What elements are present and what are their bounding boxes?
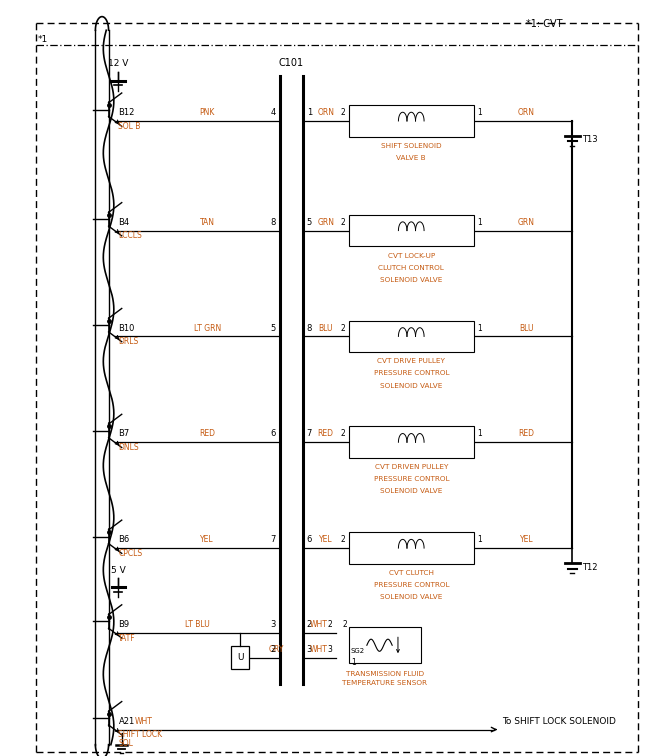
Text: YEL: YEL — [319, 535, 332, 544]
Text: GRN: GRN — [518, 218, 535, 227]
Text: 3: 3 — [328, 645, 332, 654]
Text: CLUTCH CONTROL: CLUTCH CONTROL — [378, 265, 444, 271]
Text: YEL: YEL — [201, 535, 214, 544]
Text: 12 V: 12 V — [109, 59, 128, 68]
Text: 1: 1 — [477, 429, 482, 438]
Text: 3: 3 — [307, 645, 312, 654]
Text: *1: CVT: *1: CVT — [526, 19, 563, 29]
Text: 2: 2 — [342, 620, 347, 629]
Bar — [349, 215, 474, 246]
Text: SOLENOID VALVE: SOLENOID VALVE — [380, 594, 442, 600]
Text: 5 V: 5 V — [111, 565, 126, 575]
Text: T13: T13 — [582, 135, 598, 144]
Text: WHT: WHT — [310, 645, 328, 654]
Text: 2: 2 — [341, 535, 345, 544]
Text: 1: 1 — [477, 108, 482, 117]
Text: WHT: WHT — [135, 717, 153, 726]
Text: *1: *1 — [38, 35, 48, 44]
Text: CVT LOCK-UP: CVT LOCK-UP — [388, 253, 435, 259]
Text: BLU: BLU — [519, 324, 534, 333]
Text: 7: 7 — [270, 535, 276, 544]
Text: SHIFT SOLENOID: SHIFT SOLENOID — [381, 143, 442, 149]
Text: RED: RED — [199, 429, 215, 438]
Text: 8: 8 — [270, 218, 276, 227]
Text: 1: 1 — [307, 108, 312, 117]
Text: 2: 2 — [270, 645, 276, 654]
Text: CVT CLUTCH: CVT CLUTCH — [389, 570, 434, 576]
Text: SG2: SG2 — [351, 648, 365, 654]
Text: 1: 1 — [477, 218, 482, 227]
Bar — [349, 627, 421, 664]
Text: SOLENOID VALVE: SOLENOID VALVE — [380, 488, 442, 494]
Text: T12: T12 — [582, 562, 598, 572]
Text: B6: B6 — [118, 535, 130, 544]
Text: DRLS: DRLS — [118, 337, 139, 346]
Text: 2: 2 — [341, 324, 345, 333]
Text: PRESSURE CONTROL: PRESSURE CONTROL — [374, 370, 449, 376]
Bar — [349, 532, 474, 564]
Text: VALVE B: VALVE B — [396, 155, 426, 161]
Bar — [349, 105, 474, 137]
Text: CVT DRIVE PULLEY: CVT DRIVE PULLEY — [377, 358, 445, 364]
Text: RED: RED — [318, 429, 334, 438]
Text: C101: C101 — [278, 58, 304, 68]
Text: GRY: GRY — [268, 645, 284, 654]
Text: ORN: ORN — [518, 108, 535, 117]
Text: 5: 5 — [307, 218, 312, 227]
Text: LT BLU: LT BLU — [185, 620, 210, 629]
Text: 7: 7 — [307, 429, 312, 438]
Text: 3: 3 — [270, 620, 276, 629]
Text: 6: 6 — [270, 429, 276, 438]
Text: TEMPERATURE SENSOR: TEMPERATURE SENSOR — [342, 680, 428, 686]
Text: CPCLS: CPCLS — [118, 549, 143, 558]
Bar — [349, 426, 474, 458]
Text: 2: 2 — [341, 218, 345, 227]
Text: WHT: WHT — [310, 620, 328, 629]
Text: LCCLS: LCCLS — [118, 231, 142, 240]
Text: 1: 1 — [477, 535, 482, 544]
Text: 2: 2 — [341, 429, 345, 438]
Text: 4: 4 — [270, 108, 276, 117]
Text: 2: 2 — [328, 620, 332, 629]
Text: 2: 2 — [341, 108, 345, 117]
Text: PNK: PNK — [199, 108, 215, 117]
Bar — [349, 321, 474, 352]
Text: A21: A21 — [118, 717, 135, 726]
Text: GRN: GRN — [317, 218, 334, 227]
Text: U: U — [237, 653, 243, 662]
Text: RED: RED — [519, 429, 534, 438]
Text: B7: B7 — [118, 429, 130, 438]
Text: CVT DRIVEN PULLEY: CVT DRIVEN PULLEY — [374, 464, 448, 470]
Text: To SHIFT LOCK SOLENOID: To SHIFT LOCK SOLENOID — [502, 717, 616, 726]
Text: SOLENOID VALVE: SOLENOID VALVE — [380, 383, 442, 389]
Text: 1: 1 — [477, 324, 482, 333]
Bar — [231, 646, 249, 669]
Text: BLU: BLU — [318, 324, 333, 333]
Text: DNLS: DNLS — [118, 443, 139, 452]
Text: 8: 8 — [307, 324, 312, 333]
Text: TATF: TATF — [118, 634, 136, 643]
Text: 5: 5 — [270, 324, 276, 333]
Text: 1: 1 — [351, 658, 355, 667]
Text: B9: B9 — [118, 620, 130, 629]
Text: 6: 6 — [307, 535, 312, 544]
Text: YEL: YEL — [520, 535, 533, 544]
Text: B4: B4 — [118, 218, 130, 227]
Text: SHIFT LOCK: SHIFT LOCK — [118, 730, 163, 739]
Text: B12: B12 — [118, 108, 135, 117]
Text: TAN: TAN — [200, 218, 215, 227]
Text: B10: B10 — [118, 324, 135, 333]
Text: 2: 2 — [307, 620, 312, 629]
Text: PRESSURE CONTROL: PRESSURE CONTROL — [374, 582, 449, 588]
Text: ORN: ORN — [317, 108, 334, 117]
Text: SOLENOID VALVE: SOLENOID VALVE — [380, 277, 442, 283]
Text: PRESSURE CONTROL: PRESSURE CONTROL — [374, 476, 449, 482]
Text: SOL B: SOL B — [118, 122, 141, 131]
Text: LT GRN: LT GRN — [193, 324, 221, 333]
Text: SOL: SOL — [118, 739, 134, 748]
Text: TRANSMISSION FLUID: TRANSMISSION FLUID — [346, 671, 424, 677]
